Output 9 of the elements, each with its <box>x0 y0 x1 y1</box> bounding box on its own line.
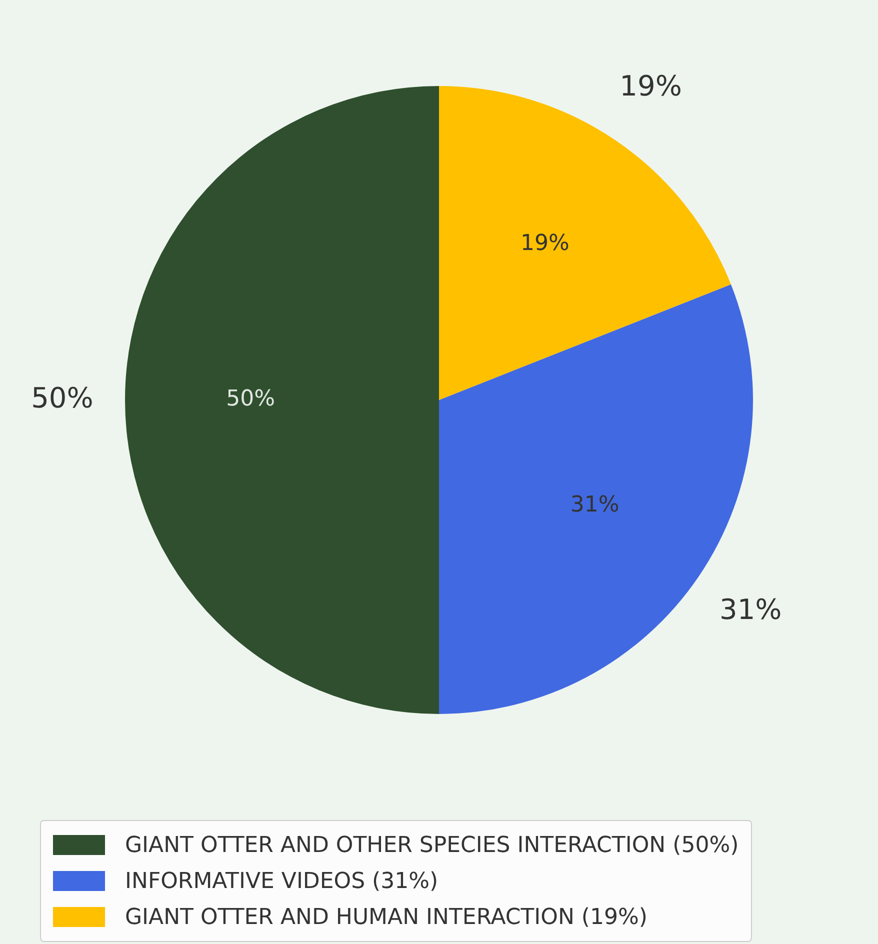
data-label: 50% <box>226 386 276 412</box>
legend-label: INFORMATIVE VIDEOS (31%) <box>125 868 438 894</box>
data-label: 31% <box>570 492 620 518</box>
legend-label: GIANT OTTER AND HUMAN INTERACTION (19%) <box>125 904 648 930</box>
text: 19% <box>620 70 682 103</box>
text: 50% <box>31 381 94 414</box>
legend-label: GIANT OTTER AND OTHER SPECIES INTERACTION (50%) <box>125 832 739 858</box>
data-label: 19% <box>520 230 570 256</box>
text: 31% <box>720 593 782 626</box>
